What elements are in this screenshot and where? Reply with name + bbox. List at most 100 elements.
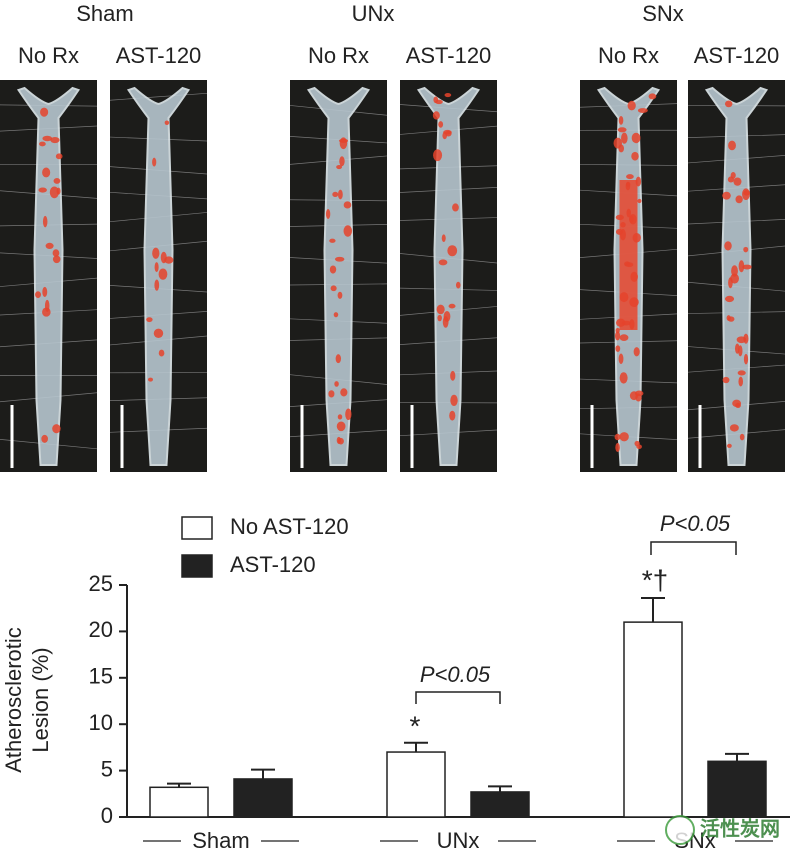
lesion-spot [620, 229, 626, 241]
lesion-spot [619, 372, 628, 384]
lesion-spot [44, 299, 50, 312]
lesion-spot [724, 100, 733, 108]
lesion-spot [635, 393, 642, 402]
bar [470, 791, 530, 818]
lesion-spot [728, 277, 733, 289]
lesion-spot [45, 242, 54, 250]
condition-label: AST-120 [694, 43, 780, 68]
bar [707, 760, 767, 818]
lesion-spot [336, 164, 343, 170]
lesion-spot [53, 177, 61, 184]
lesion-spot [152, 247, 160, 259]
lesion-spot [732, 399, 742, 408]
lesion-spot [629, 214, 637, 225]
lesion-spot [437, 314, 442, 322]
lesion-spot [637, 108, 648, 114]
lesion-area [619, 180, 638, 330]
p-value: P<0.05 [420, 662, 491, 687]
lesion-spot [615, 345, 621, 352]
lesion-spot [164, 120, 170, 126]
group-label: UNx [352, 1, 395, 26]
lesion-spot [618, 144, 625, 153]
aorta [16, 86, 81, 466]
lesion-spot [743, 246, 749, 253]
legend-swatch [181, 516, 213, 540]
lesion-spot [614, 331, 621, 341]
lesion-spot [52, 249, 60, 257]
lesion-spot [158, 268, 168, 280]
legend-label: AST-120 [230, 552, 316, 577]
y-tick-label: 15 [89, 664, 113, 689]
lesion-spot [615, 442, 620, 452]
lesion-spot [626, 208, 631, 218]
lesion-spot [42, 215, 48, 228]
lesion-spot [625, 262, 634, 268]
group-label: SNx [642, 1, 684, 26]
lesion-spot [736, 336, 747, 344]
lesion-spot [631, 151, 639, 161]
lesion-spot [724, 241, 732, 251]
lesion-spot [728, 140, 736, 151]
lesion-spot [164, 256, 174, 264]
y-tick-label: 5 [101, 756, 113, 781]
lesion-spot [735, 195, 743, 204]
lesion-spot [742, 264, 752, 270]
lesion-spot [447, 245, 458, 257]
lesion-spot [738, 376, 744, 387]
lesion-spot [619, 292, 629, 303]
legend-label: No AST-120 [230, 514, 349, 539]
lesion-spot [50, 136, 60, 144]
lesion-spot [333, 312, 339, 318]
lesion-spot [449, 410, 456, 421]
lesion-spot [56, 187, 61, 195]
lesion-spot [39, 141, 46, 147]
lesion-spot [337, 437, 344, 445]
lesion-spot [337, 291, 343, 299]
lesion-spot [733, 177, 742, 186]
lesion-spot [35, 291, 42, 299]
lesion-spot [49, 186, 59, 199]
lesion-spot [630, 271, 638, 282]
bar [623, 621, 683, 818]
y-tick-label: 20 [89, 617, 113, 642]
lesion-spot [42, 286, 48, 298]
lesion-spot [148, 377, 153, 382]
p-value: P<0.05 [660, 511, 731, 536]
condition-label: No Rx [18, 43, 79, 68]
lesion-spot [154, 279, 160, 291]
lesion-spot [336, 421, 346, 432]
lesion-spot [739, 433, 745, 441]
lesion-spot [614, 433, 621, 441]
lesion-spot [452, 203, 459, 212]
lesion-spot [633, 347, 640, 357]
lesion-spot [618, 353, 624, 365]
lesion-spot [619, 432, 629, 442]
lesion-spot [436, 304, 445, 315]
lesion-spot [615, 214, 624, 221]
lesion-spot [329, 238, 336, 243]
condition-label: No Rx [598, 43, 659, 68]
lesion-spot [619, 334, 629, 342]
lesion-spot [625, 181, 631, 187]
lesion-spot [334, 256, 345, 262]
lesion-spot [325, 209, 331, 219]
watermark: 活性炭网 [700, 817, 780, 840]
lesion-spot [615, 318, 626, 327]
y-tick-label: 0 [101, 803, 113, 828]
lesion-spot [337, 189, 343, 200]
watermark-logo [665, 815, 695, 845]
bracket [415, 691, 501, 704]
lesion-spot [339, 156, 345, 167]
lesion-spot [433, 96, 439, 104]
lesion-spot [722, 191, 731, 200]
lesion-spot [450, 394, 458, 407]
lesion-spot [42, 135, 53, 142]
y-tick-label: 10 [89, 710, 113, 735]
lesion-spot [334, 381, 339, 387]
lesion-spot [432, 111, 440, 120]
lesion-spot [731, 265, 738, 277]
lesion-spot [335, 354, 342, 364]
bar [386, 751, 446, 818]
significance-star: *† [642, 564, 668, 595]
